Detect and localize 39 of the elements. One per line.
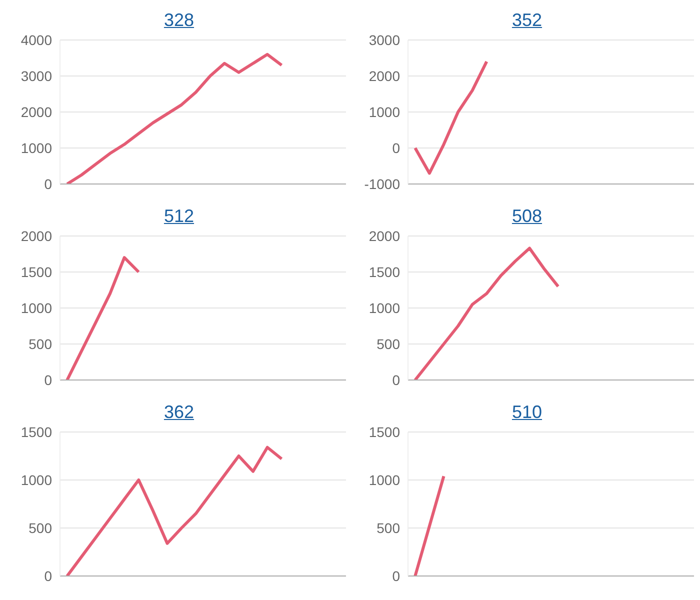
chart-title: 512 [162, 205, 196, 228]
y-tick-label: 1000 [368, 300, 400, 316]
y-tick-label: 0 [392, 140, 400, 156]
y-tick-label: 0 [44, 176, 52, 192]
line-series [414, 60, 488, 175]
y-tick-label: 0 [44, 568, 52, 584]
y-tick-label: 1500 [20, 264, 52, 280]
chart-title: 362 [162, 401, 196, 424]
y-tick-label: 2000 [368, 68, 400, 84]
y-tick-label: 1000 [368, 104, 400, 120]
chart-title: 510 [510, 401, 544, 424]
chart-title: 508 [510, 205, 544, 228]
y-tick-label: 1000 [368, 472, 400, 488]
y-tick-label: 4000 [20, 32, 52, 48]
y-tick-label: 500 [28, 336, 52, 352]
y-tick-label: 1500 [368, 264, 400, 280]
y-tick-label: 3000 [368, 32, 400, 48]
y-tick-label: -1000 [364, 176, 400, 192]
chart-title: 328 [162, 9, 196, 32]
y-tick-label: 2000 [20, 228, 52, 244]
y-tick-label: 1000 [20, 140, 52, 156]
y-tick-label: 0 [44, 372, 52, 388]
y-tick-label: 3000 [20, 68, 52, 84]
y-tick-label: 500 [376, 520, 400, 536]
line-series [66, 446, 284, 576]
y-tick-label: 500 [376, 336, 400, 352]
y-tick-label: 1000 [20, 472, 52, 488]
y-tick-label: 2000 [20, 104, 52, 120]
y-tick-label: 0 [392, 372, 400, 388]
y-tick-label: 1500 [368, 424, 400, 440]
line-series [66, 256, 140, 380]
y-tick-label: 1000 [20, 300, 52, 316]
y-tick-label: 1500 [20, 424, 52, 440]
line-series [66, 52, 284, 184]
line-series [414, 246, 560, 380]
y-tick-label: 0 [392, 568, 400, 584]
y-tick-label: 500 [28, 520, 52, 536]
chart-title: 352 [510, 9, 544, 32]
y-tick-label: 2000 [368, 228, 400, 244]
